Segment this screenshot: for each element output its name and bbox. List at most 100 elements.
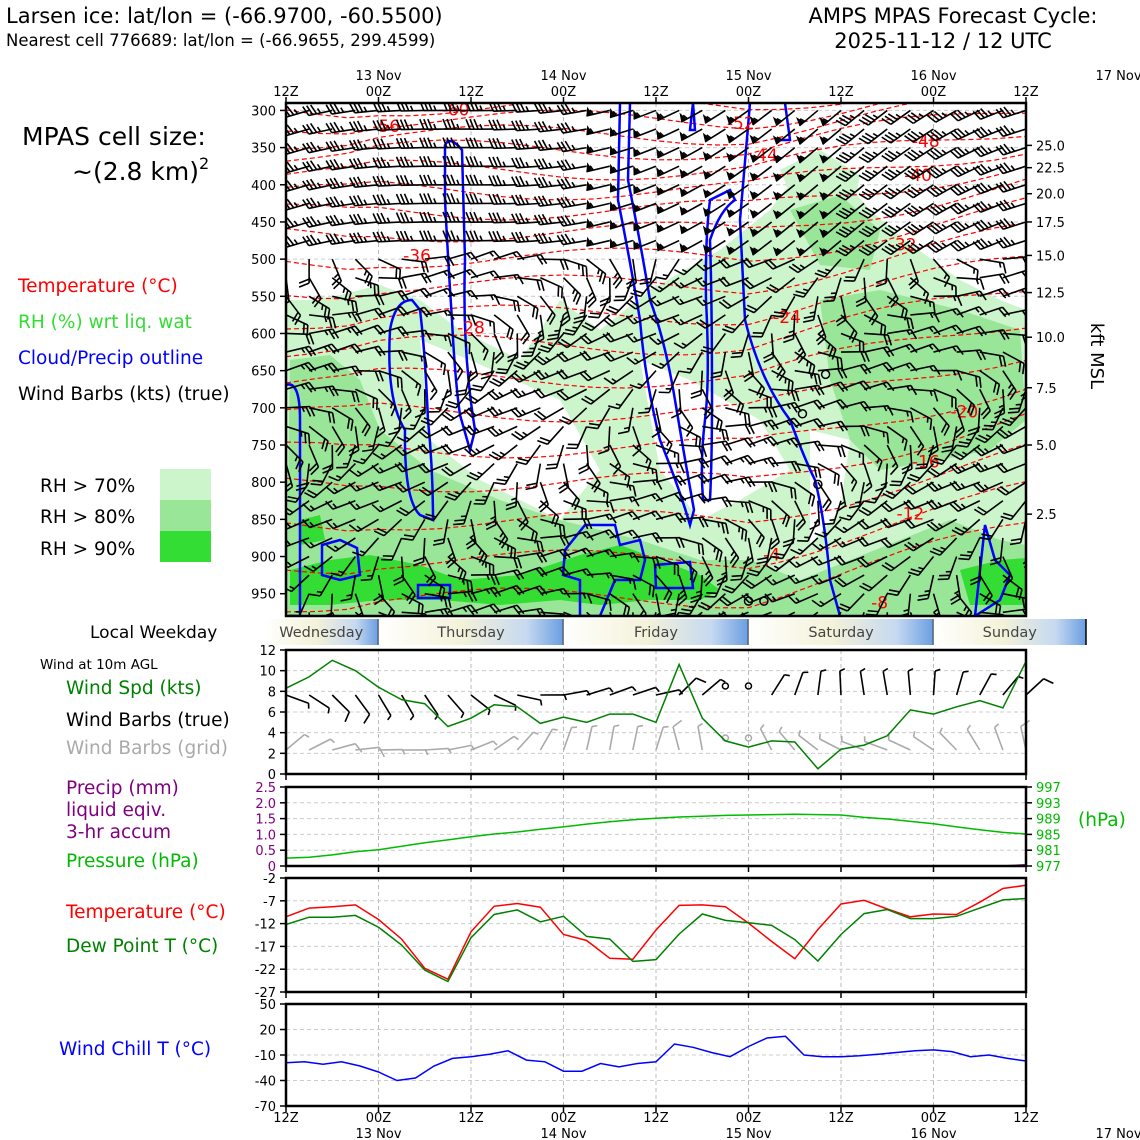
wind-barb-upper bbox=[470, 270, 502, 280]
kft-tick-label: 10.0 bbox=[1036, 331, 1065, 346]
wind-barb-upper bbox=[609, 496, 640, 507]
wind-barb-upper bbox=[690, 370, 704, 399]
wind-barb-upper bbox=[540, 518, 566, 537]
wind-barb-upper bbox=[395, 137, 425, 149]
wind-barb-upper bbox=[718, 258, 749, 269]
barb-grid bbox=[632, 724, 644, 751]
wind-barb-upper bbox=[633, 183, 657, 195]
wind-barb-upper bbox=[746, 556, 773, 577]
wind-barb-upper bbox=[710, 351, 727, 379]
wind-barb-upper bbox=[465, 118, 495, 131]
wind-barb-upper bbox=[286, 128, 287, 138]
weekday-name-1: Thursday bbox=[436, 625, 505, 641]
wind-barb-upper bbox=[556, 140, 587, 153]
wind-barb-upper bbox=[749, 146, 773, 163]
wind-barb-upper bbox=[608, 388, 634, 410]
ytick-label: 6 bbox=[268, 706, 276, 721]
wind-barb-upper bbox=[904, 128, 934, 143]
wind-barb-upper bbox=[926, 499, 957, 510]
calm-grid bbox=[744, 734, 753, 742]
wind-barb-upper bbox=[395, 174, 425, 187]
wind-barb-upper bbox=[766, 277, 796, 294]
wind10-label: Wind at 10m AGL bbox=[40, 657, 158, 673]
wind-barb-upper bbox=[540, 548, 571, 560]
wind-barb-upper bbox=[419, 155, 448, 168]
wind-barb-upper bbox=[562, 314, 588, 336]
rtick-label: 981 bbox=[1036, 844, 1061, 859]
wind-barb-upper bbox=[656, 146, 680, 159]
legend-cloud: Cloud/Precip outline bbox=[18, 348, 203, 369]
wind-barb-upper bbox=[493, 518, 509, 549]
legend-rh: RH (%) wrt liq. wat bbox=[18, 312, 192, 333]
wind-barb-upper bbox=[304, 481, 333, 499]
wind-barb-upper bbox=[447, 289, 479, 300]
wind-barb-upper bbox=[695, 276, 726, 287]
wind-barb-upper bbox=[679, 165, 703, 179]
kft-tick-label: 20.0 bbox=[1036, 188, 1065, 203]
p-tick-label: 750 bbox=[251, 439, 276, 454]
wind-barb-upper bbox=[308, 277, 322, 308]
wind-barb-upper bbox=[581, 314, 611, 332]
p-tick-label: 900 bbox=[251, 551, 276, 566]
wind-barb-upper bbox=[835, 184, 865, 201]
wind-barb-upper bbox=[372, 175, 402, 187]
wind-barb-upper bbox=[726, 221, 749, 237]
wind-barb-upper bbox=[949, 480, 981, 492]
wind-barb-upper bbox=[722, 314, 750, 334]
wind-barb-upper bbox=[788, 258, 819, 274]
wind-barb-upper bbox=[632, 492, 664, 503]
wind-barb-upper bbox=[881, 165, 911, 181]
wind-barb-upper bbox=[533, 351, 564, 366]
wind-barb-upper bbox=[286, 239, 287, 250]
wind-barb-upper bbox=[424, 332, 453, 347]
barb-10m bbox=[331, 694, 351, 723]
wind-barb-upper bbox=[308, 425, 329, 452]
barb-10m bbox=[354, 694, 371, 724]
wind-barb-upper bbox=[633, 128, 657, 139]
wind-barb-upper bbox=[588, 295, 611, 319]
wind-barb-upper bbox=[396, 425, 426, 443]
wind-barb-upper bbox=[626, 351, 657, 365]
wind-barb-upper bbox=[837, 593, 865, 612]
wind-barb-upper bbox=[470, 573, 500, 586]
wind-barb-upper bbox=[609, 163, 634, 175]
barb-10m bbox=[907, 667, 914, 696]
wind-barb-upper bbox=[465, 211, 495, 223]
wind-barb-upper bbox=[679, 146, 703, 160]
wind-barb-upper bbox=[908, 556, 935, 577]
wind-barb-upper bbox=[857, 555, 888, 568]
precip-label-2: liquid eqiv. bbox=[66, 800, 166, 821]
wind-barb-upper bbox=[465, 230, 495, 242]
temp-label-4: -44 bbox=[750, 146, 778, 166]
weekday-seg-2 bbox=[563, 619, 749, 645]
wind-barb-upper bbox=[613, 277, 634, 302]
p-tick-label: 650 bbox=[251, 365, 276, 380]
wind-barb-upper bbox=[979, 369, 1001, 396]
wind-barb-upper bbox=[301, 518, 333, 529]
wind-barb-upper bbox=[848, 482, 865, 509]
wind-barb-upper bbox=[362, 426, 380, 453]
wind-barb-upper bbox=[904, 239, 934, 255]
wind-barb-upper bbox=[563, 258, 588, 278]
wind-barb-upper bbox=[656, 239, 680, 252]
wind-barb-upper bbox=[465, 156, 495, 168]
precip-pressure-panel: Precip (mm) liquid eqiv. 3-hr accum Pres… bbox=[66, 778, 1126, 875]
wind-barb-upper bbox=[858, 239, 888, 256]
wind-barb-upper bbox=[286, 277, 290, 308]
wind-barb-upper bbox=[325, 121, 356, 134]
wind-barb-upper bbox=[394, 444, 426, 457]
wind-barb-upper bbox=[602, 331, 634, 343]
barb-10m bbox=[839, 668, 846, 696]
calm-circle-low-1 bbox=[759, 596, 769, 606]
wind-barb-upper bbox=[396, 500, 426, 517]
wind-barb-upper bbox=[863, 444, 883, 472]
wind-barb-upper bbox=[726, 165, 749, 181]
wind-barb-upper bbox=[748, 419, 779, 431]
wind-barb-upper bbox=[445, 388, 472, 409]
wind-barb-upper bbox=[795, 184, 819, 201]
wind-barb-upper bbox=[556, 351, 587, 363]
wind-barb-upper bbox=[633, 109, 657, 120]
wind-barb-upper bbox=[395, 230, 425, 242]
wind-barb-upper bbox=[956, 388, 976, 416]
cloud-outline-9 bbox=[320, 538, 362, 582]
